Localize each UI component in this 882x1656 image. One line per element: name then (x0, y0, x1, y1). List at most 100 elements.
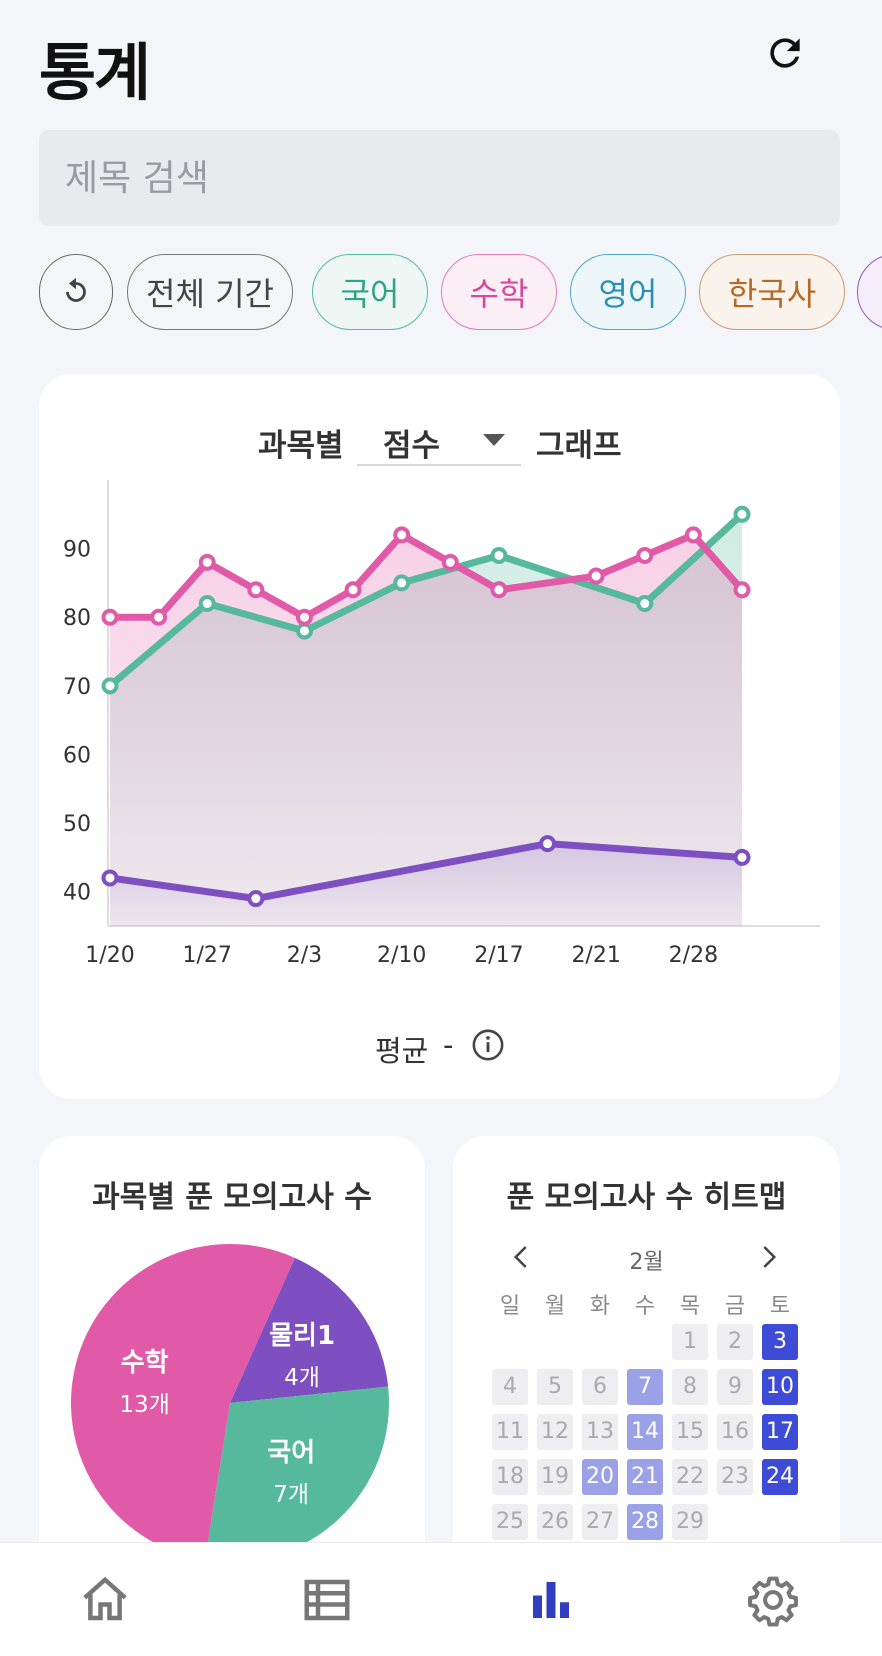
graph-title-prefix: 과목별 (258, 428, 344, 464)
data-point (295, 622, 313, 640)
data-point (198, 595, 216, 613)
subject-chip-math[interactable]: 수학 (441, 254, 557, 330)
subject-chip-history[interactable]: 한국사 (699, 254, 845, 330)
calendar-day[interactable]: 28 (627, 1504, 663, 1540)
pie-slice (71, 1244, 295, 1561)
pie-card-title: 과목별 푼 모의고사 수 (92, 1180, 372, 1215)
data-point (441, 553, 459, 571)
y-tick-label: 80 (63, 606, 91, 631)
calendar-day[interactable]: 21 (627, 1459, 663, 1495)
refresh-button[interactable] (758, 26, 812, 80)
calendar-day[interactable]: 8 (672, 1369, 708, 1405)
info-icon[interactable] (471, 1028, 505, 1062)
calendar-day[interactable]: 10 (762, 1369, 798, 1405)
subject-chip-english[interactable]: 영어 (570, 254, 686, 330)
calendar-nav: 2월 (453, 1232, 840, 1282)
data-point (247, 581, 265, 599)
y-tick-label: 90 (63, 538, 91, 563)
subject-chip-korean[interactable]: 국어 (312, 254, 428, 330)
calendar-day[interactable]: 4 (492, 1369, 528, 1405)
data-point (733, 848, 751, 866)
series-line (106, 840, 746, 903)
calendar-day[interactable]: 1 (672, 1324, 708, 1360)
series-area (110, 534, 742, 926)
list-icon (304, 1579, 350, 1621)
calendar-day[interactable]: 9 (717, 1369, 753, 1405)
calendar-day[interactable]: 12 (537, 1414, 573, 1450)
data-point (344, 581, 362, 599)
calendar-day[interactable]: 6 (582, 1369, 618, 1405)
search-input[interactable] (39, 130, 840, 226)
nav-list[interactable] (300, 1573, 354, 1627)
average-row: 평균 - (39, 1024, 840, 1070)
calendar-day[interactable]: 7 (627, 1369, 663, 1405)
calendar-day[interactable]: 24 (762, 1459, 798, 1495)
weekday-label: 월 (544, 1294, 566, 1319)
calendar-day[interactable]: 15 (672, 1414, 708, 1450)
pie-slice (204, 1386, 389, 1562)
data-point (733, 505, 751, 523)
data-point (198, 553, 216, 571)
data-point (393, 574, 411, 592)
filter-chips: 전체 기간 국어 수학 영어 한국사 (39, 254, 882, 330)
calendar-day[interactable]: 20 (582, 1459, 618, 1495)
pie-slice-name: 수학 (120, 1347, 169, 1378)
header: 통계 (0, 0, 882, 120)
calendar-day[interactable]: 16 (717, 1414, 753, 1450)
pie-slice-label: 수학 13개 (85, 1342, 205, 1419)
nav-home[interactable] (78, 1573, 132, 1627)
calendar-day[interactable]: 26 (537, 1504, 573, 1540)
y-tick-label: 50 (63, 812, 91, 837)
refresh-icon (770, 38, 800, 68)
calendar-day[interactable]: 3 (762, 1324, 798, 1360)
data-point (295, 608, 313, 626)
nav-settings[interactable] (746, 1573, 800, 1627)
pie-slice-label: 물리1 4개 (242, 1315, 362, 1392)
score-graph-card: 과목별 점수 그래프 40 50 60 70 80 90 1/20 1/27 2/3 2/10 2/… (39, 374, 840, 1099)
weekday-label: 금 (724, 1294, 746, 1319)
calendar-day[interactable]: 19 (537, 1459, 573, 1495)
chevron-right-icon[interactable] (753, 1242, 783, 1272)
calendar-day[interactable]: 25 (492, 1504, 528, 1540)
pie-slice-name: 물리1 (269, 1320, 336, 1351)
graph-title: 과목별 점수 그래프 (39, 414, 840, 470)
pie-slice (230, 1257, 389, 1403)
period-filter-chip[interactable]: 전체 기간 (127, 254, 293, 330)
bottom-navigation (0, 1542, 882, 1656)
x-tick-label: 1/20 (85, 943, 134, 968)
calendar-day[interactable]: 22 (672, 1459, 708, 1495)
calendar-day[interactable]: 27 (582, 1504, 618, 1540)
calendar-day[interactable]: 29 (672, 1504, 708, 1540)
calendar-day[interactable]: 14 (627, 1414, 663, 1450)
data-point (636, 546, 654, 564)
calendar-month: 2월 (629, 1250, 664, 1275)
chevron-left-icon[interactable] (507, 1242, 537, 1272)
pie-slice-count: 7개 (273, 1481, 310, 1508)
reset-filter-button[interactable] (39, 254, 113, 330)
calendar-day[interactable]: 23 (717, 1459, 753, 1495)
x-tick-label: 2/28 (669, 943, 718, 968)
calendar-day[interactable]: 13 (582, 1414, 618, 1450)
weekday-label: 화 (589, 1294, 611, 1319)
data-point (101, 869, 119, 887)
calendar-day[interactable]: 5 (537, 1369, 573, 1405)
score-line-chart: 40 50 60 70 80 90 1/20 1/27 2/3 2/10 2/17 2/21 2/28 (63, 480, 820, 968)
nav-statistics[interactable] (524, 1573, 578, 1627)
metric-select[interactable]: 점수 (357, 414, 521, 466)
gear-icon (748, 1576, 798, 1627)
calendar-day[interactable]: 2 (717, 1324, 753, 1360)
pie-slice-label: 국어 7개 (231, 1432, 351, 1509)
x-tick-label: 1/27 (183, 943, 232, 968)
undo-icon (66, 277, 86, 302)
data-point (393, 526, 411, 544)
dropdown-arrow-icon (483, 434, 505, 446)
calendar-day[interactable]: 18 (492, 1459, 528, 1495)
x-tick-label: 2/21 (571, 943, 620, 968)
weekday-label: 일 (499, 1294, 521, 1319)
subject-chip-more[interactable] (857, 254, 882, 330)
page-title: 통계 (39, 36, 151, 109)
calendar-day[interactable]: 17 (762, 1414, 798, 1450)
subject-pie-chart (71, 1244, 389, 1562)
data-point (636, 595, 654, 613)
calendar-day[interactable]: 11 (492, 1414, 528, 1450)
